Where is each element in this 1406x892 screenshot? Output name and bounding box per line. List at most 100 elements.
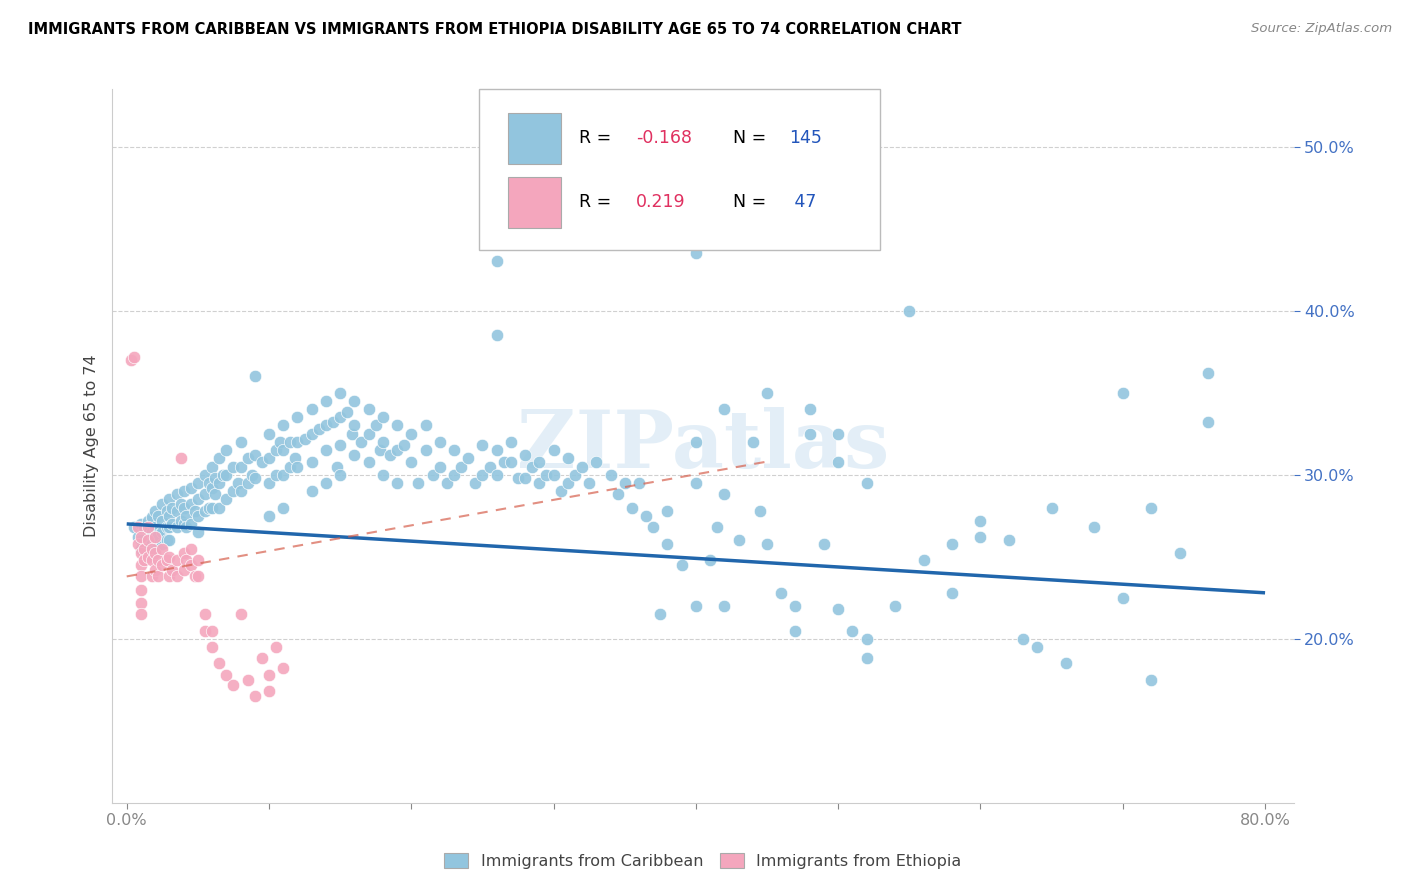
Point: [340, 426, 363, 441]
Point: [194, 487, 217, 501]
Point: [269, 434, 291, 449]
Point: [671, 558, 693, 572]
Point: [436, 475, 458, 490]
Point: [187, 569, 209, 583]
Point: [506, 471, 529, 485]
Point: [136, 514, 159, 528]
Point: [713, 599, 735, 613]
Point: [132, 541, 155, 556]
Point: [222, 459, 245, 474]
Point: [141, 510, 163, 524]
Point: [166, 553, 188, 567]
Point: [756, 536, 779, 550]
Point: [146, 528, 169, 542]
Point: [146, 553, 169, 567]
Point: [315, 418, 337, 433]
Point: [706, 520, 728, 534]
Point: [336, 405, 359, 419]
Point: [243, 471, 266, 485]
Point: [173, 500, 195, 515]
Point: [264, 443, 287, 458]
Point: [392, 438, 415, 452]
Point: [187, 492, 209, 507]
Point: [364, 418, 387, 433]
Point: [180, 558, 202, 572]
Point: [287, 434, 309, 449]
Point: [240, 467, 263, 482]
Point: [998, 533, 1021, 548]
Point: [969, 530, 991, 544]
Point: [129, 596, 152, 610]
Point: [215, 443, 238, 458]
Text: N =: N =: [733, 128, 772, 146]
Point: [122, 520, 145, 534]
Y-axis label: Disability Age 65 to 74: Disability Age 65 to 74: [83, 355, 98, 537]
Point: [1083, 520, 1105, 534]
Point: [315, 443, 337, 458]
Point: [166, 520, 188, 534]
Point: [429, 459, 451, 474]
Point: [485, 443, 508, 458]
Point: [529, 454, 551, 468]
Point: [301, 454, 323, 468]
Point: [827, 602, 849, 616]
Point: [912, 553, 935, 567]
Point: [229, 484, 252, 499]
Text: R =: R =: [579, 128, 617, 146]
Point: [204, 487, 226, 501]
Point: [129, 541, 152, 556]
Point: [1140, 500, 1163, 515]
Point: [513, 471, 536, 485]
Point: [170, 514, 193, 528]
Text: 47: 47: [789, 193, 817, 211]
Point: [187, 475, 209, 490]
Point: [243, 369, 266, 384]
Point: [443, 443, 465, 458]
Point: [748, 504, 770, 518]
Point: [222, 484, 245, 499]
Point: [129, 533, 152, 548]
Point: [685, 434, 707, 449]
Point: [129, 558, 152, 572]
Point: [166, 487, 188, 501]
Point: [378, 448, 401, 462]
Point: [194, 504, 217, 518]
Point: [257, 508, 280, 523]
Point: [322, 415, 344, 429]
Point: [941, 586, 963, 600]
Point: [143, 563, 166, 577]
Point: [357, 426, 380, 441]
Point: [727, 533, 749, 548]
Point: [201, 459, 224, 474]
Point: [799, 426, 821, 441]
Point: [571, 459, 593, 474]
Point: [613, 475, 636, 490]
Point: [198, 500, 221, 515]
Point: [770, 586, 793, 600]
Point: [141, 546, 163, 560]
Point: [162, 563, 184, 577]
Point: [627, 475, 650, 490]
Point: [201, 624, 224, 638]
Point: [685, 246, 707, 260]
Point: [898, 303, 921, 318]
Point: [271, 500, 294, 515]
Point: [1054, 657, 1077, 671]
Point: [499, 454, 522, 468]
Point: [499, 434, 522, 449]
Point: [157, 508, 180, 523]
Point: [308, 422, 330, 436]
Point: [184, 504, 207, 518]
Point: [408, 475, 430, 490]
Point: [884, 599, 907, 613]
Point: [450, 459, 472, 474]
Point: [457, 451, 479, 466]
Point: [201, 640, 224, 654]
Point: [143, 541, 166, 556]
Point: [557, 475, 579, 490]
Point: [1040, 500, 1063, 515]
Point: [636, 508, 658, 523]
Point: [294, 432, 316, 446]
FancyBboxPatch shape: [508, 177, 561, 228]
Point: [229, 459, 252, 474]
